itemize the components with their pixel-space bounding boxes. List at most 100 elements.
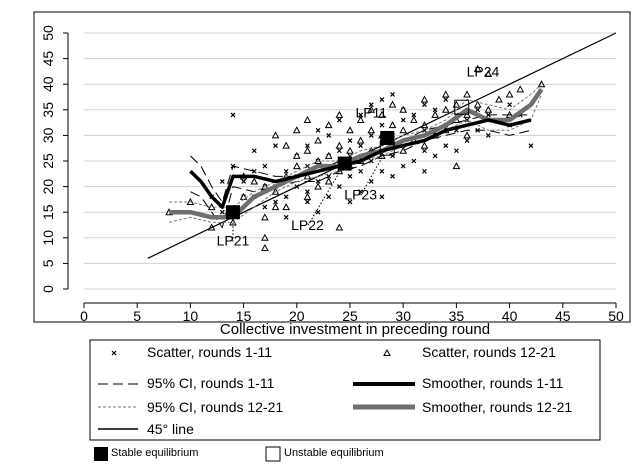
- scatter-point-rounds-1-11: [422, 148, 427, 154]
- scatter-point-rounds-1-11: [251, 148, 257, 154]
- scatter-point-rounds-12-21: [303, 146, 312, 154]
- scatter-point-rounds-1-11: [273, 199, 278, 205]
- scatter-point-rounds-1-11: [315, 127, 321, 133]
- bottom-legend-stable-label: Stable equilibrium: [111, 447, 199, 459]
- equilibrium-label: LP22: [291, 217, 324, 233]
- scatter-point-rounds-12-21: [367, 105, 376, 113]
- scatter-point-rounds-12-21: [399, 146, 408, 154]
- scatter-point-rounds-1-11: [358, 168, 364, 174]
- scatter-point-rounds-1-11: [347, 173, 353, 179]
- ci-band-rounds-1-11: [190, 129, 532, 229]
- legend-box: [89, 339, 601, 441]
- x-tick-label: 50: [608, 308, 624, 324]
- scatter-point-rounds-1-11: [347, 199, 353, 205]
- y-tick-label: 0: [40, 285, 56, 293]
- scatter-point-rounds-1-11: [443, 97, 449, 102]
- scatter-point-rounds-12-21: [324, 121, 333, 129]
- scatter-point-rounds-1-11: [432, 153, 438, 159]
- scatter-point-rounds-1-11: [485, 132, 491, 138]
- scatter-point-rounds-1-11: [283, 168, 289, 174]
- scatter-point-rounds-12-21: [473, 64, 482, 72]
- scatter-point-rounds-12-21: [250, 177, 259, 185]
- scatter-point-rounds-12-21: [441, 90, 450, 98]
- x-tick-label: 30: [395, 308, 411, 324]
- scatter-point-rounds-1-11: [347, 138, 353, 143]
- y-tick-label: 25: [40, 153, 56, 169]
- scatter-point-rounds-12-21: [324, 151, 333, 159]
- scatter-point-rounds-12-21: [367, 126, 376, 134]
- scatter-point-rounds-12-21: [378, 110, 386, 118]
- scatter-point-rounds-12-21: [463, 90, 471, 98]
- scatter-point-rounds-1-11: [336, 184, 342, 190]
- stable-equilibrium-marker: [337, 156, 352, 171]
- scatter-point-rounds-12-21: [388, 121, 397, 129]
- legend-label-ci-1-11: 95% CI, rounds 1-11: [147, 375, 275, 391]
- scatter-point-rounds-12-21: [261, 213, 269, 221]
- x-tick-label: 20: [289, 308, 305, 324]
- scatter-point-rounds-12-21: [271, 131, 280, 139]
- scatter-point-rounds-12-21: [452, 162, 461, 170]
- scatter-point-rounds-12-21: [292, 162, 301, 170]
- scatter-point-rounds-12-21: [303, 192, 312, 200]
- unstable-equilibrium-marker: [454, 99, 470, 115]
- x-tick-label: 40: [502, 308, 518, 324]
- scatter-point-rounds-1-11: [326, 194, 332, 200]
- legend-label-scatter-12-21: Scatter, rounds 12-21: [422, 344, 556, 360]
- scatter-point-rounds-12-21: [484, 105, 493, 113]
- bottom-legend-unstable-square: [265, 446, 281, 462]
- equilibrium-leader: [307, 163, 346, 227]
- stable-equilibrium-marker: [380, 130, 395, 145]
- y-tick-label: 35: [40, 102, 56, 118]
- scatter-point-rounds-1-11: [422, 127, 427, 133]
- legend-label-45-line: 45° line: [147, 421, 194, 437]
- scatter-point-rounds-1-11: [507, 102, 513, 108]
- y-tick-label: 40: [40, 76, 56, 92]
- scatter-point-rounds-1-11: [411, 158, 417, 164]
- equilibrium-label: LP23: [344, 186, 377, 202]
- scatter-point-rounds-12-21: [261, 233, 269, 241]
- scatter-point-rounds-12-21: [505, 90, 514, 98]
- equilibrium-label: LP11: [355, 104, 387, 120]
- scatter-point-rounds-1-11: [241, 179, 247, 184]
- scatter-point-rounds-1-11: [400, 163, 406, 169]
- scatter-point-rounds-1-11: [390, 173, 395, 179]
- scatter-point-rounds-1-11: [336, 117, 342, 123]
- x-tick-label: 25: [342, 308, 358, 324]
- scatter-point-rounds-12-21: [239, 192, 248, 200]
- y-tick-label: 45: [40, 51, 56, 67]
- scatter-point-rounds-1-11: [305, 143, 310, 149]
- scatter-point-rounds-1-11: [273, 143, 278, 149]
- scatter-point-rounds-12-21: [282, 203, 291, 211]
- scatter-point-rounds-1-11: [230, 112, 236, 118]
- scatter-point-rounds-12-21: [473, 100, 482, 108]
- legend-symbol-scatter-1-11: [111, 350, 117, 356]
- scatter-point-rounds-12-21: [346, 126, 354, 134]
- legend-label-smoother-12-21: Smoother, rounds 12-21: [422, 399, 573, 415]
- scatter-point-rounds-12-21: [314, 182, 322, 190]
- scatter-point-rounds-12-21: [537, 80, 546, 88]
- scatter-point-rounds-1-11: [432, 107, 438, 113]
- legend-label-smoother-1-11: Smoother, rounds 1-11: [422, 375, 564, 391]
- scatter-point-rounds-12-21: [261, 243, 269, 252]
- scatter-point-rounds-1-11: [443, 143, 449, 149]
- y-tick-label: 30: [40, 127, 56, 143]
- scatter-point-rounds-12-21: [399, 126, 408, 134]
- scatter-point-rounds-12-21: [495, 95, 503, 103]
- scatter-point-rounds-12-21: [346, 146, 354, 154]
- x-axis-title: Collective investment in preceding round: [220, 321, 490, 338]
- scatter-point-rounds-1-11: [464, 138, 470, 143]
- scatter-point-rounds-12-21: [324, 177, 333, 185]
- scatter-point-rounds-12-21: [431, 110, 439, 118]
- scatter-point-rounds-12-21: [420, 141, 429, 149]
- scatter-point-rounds-1-11: [305, 199, 310, 205]
- scatter-point-rounds-1-11: [379, 122, 385, 128]
- x-tick-label: 15: [236, 308, 252, 324]
- scatter-point-rounds-12-21: [356, 136, 365, 144]
- scatter-point-rounds-12-21: [292, 151, 301, 159]
- legend-label-scatter-1-11: Scatter, rounds 1-11: [147, 344, 273, 360]
- scatter-point-rounds-12-21: [463, 131, 471, 139]
- scatter-point-rounds-1-11: [368, 179, 374, 184]
- scatter-point-rounds-1-11: [336, 148, 342, 154]
- scatter-point-rounds-1-11: [528, 143, 534, 149]
- scatter-point-rounds-12-21: [335, 141, 344, 149]
